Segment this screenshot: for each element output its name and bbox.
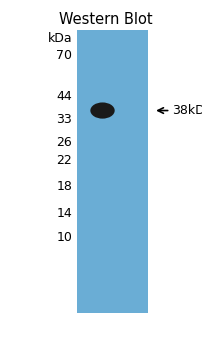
Bar bbox=[77, 30, 147, 313]
Text: 18: 18 bbox=[56, 180, 72, 192]
Text: Western Blot: Western Blot bbox=[58, 12, 152, 27]
Text: 14: 14 bbox=[56, 208, 72, 220]
Text: 44: 44 bbox=[56, 90, 72, 102]
Text: 70: 70 bbox=[56, 49, 72, 62]
Text: 10: 10 bbox=[56, 231, 72, 244]
Text: 22: 22 bbox=[56, 154, 72, 167]
Text: kDa: kDa bbox=[47, 32, 72, 45]
Text: 38kDa: 38kDa bbox=[172, 104, 202, 117]
Ellipse shape bbox=[90, 102, 114, 119]
Text: 33: 33 bbox=[56, 113, 72, 126]
Text: 26: 26 bbox=[56, 136, 72, 149]
